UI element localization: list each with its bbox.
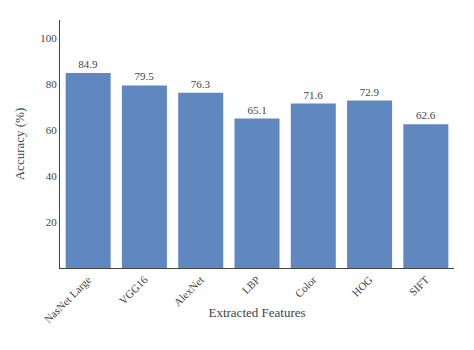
svg-text:79.5: 79.5	[135, 70, 155, 82]
svg-text:Accuracy (%): Accuracy (%)	[12, 108, 27, 181]
svg-text:80: 80	[46, 78, 58, 90]
svg-text:100: 100	[40, 32, 57, 44]
svg-text:VGG16: VGG16	[117, 273, 150, 306]
svg-text:HOG: HOG	[350, 273, 375, 298]
svg-text:72.9: 72.9	[360, 86, 380, 98]
svg-text:65.1: 65.1	[247, 104, 266, 116]
svg-text:20: 20	[46, 216, 58, 228]
svg-text:62.6: 62.6	[416, 109, 436, 121]
svg-text:NasNet Large: NasNet Large	[42, 273, 94, 325]
svg-text:60: 60	[46, 124, 58, 136]
svg-text:71.6: 71.6	[303, 89, 323, 101]
svg-text:SIFT: SIFT	[407, 273, 432, 298]
svg-text:76.3: 76.3	[191, 78, 211, 90]
svg-text:84.9: 84.9	[78, 58, 98, 70]
svg-text:AlexNet: AlexNet	[171, 274, 206, 309]
svg-text:40: 40	[46, 170, 58, 182]
svg-text:LBP: LBP	[240, 274, 263, 297]
svg-text:Color: Color	[292, 273, 318, 299]
svg-text:Extracted Features: Extracted Features	[208, 305, 305, 320]
